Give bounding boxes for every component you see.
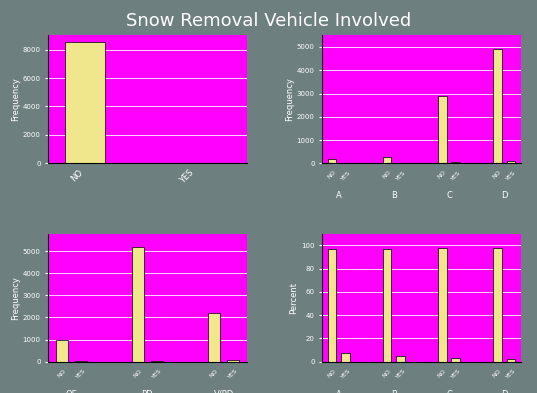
Bar — [208, 313, 220, 362]
Bar — [396, 356, 405, 362]
Text: NO: NO — [437, 368, 447, 378]
Bar — [65, 42, 105, 163]
Text: NO: NO — [133, 368, 143, 378]
Bar — [55, 340, 68, 362]
Text: NO: NO — [382, 170, 392, 180]
Bar — [452, 162, 460, 163]
Text: NO: NO — [492, 170, 503, 180]
Text: D: D — [501, 191, 507, 200]
Text: NO: NO — [209, 368, 219, 378]
Y-axis label: Percent: Percent — [289, 282, 299, 314]
Bar — [438, 96, 447, 163]
Bar — [227, 360, 240, 362]
Text: YES: YES — [151, 368, 163, 380]
Text: A: A — [336, 390, 342, 393]
Text: YES: YES — [450, 170, 462, 182]
Text: B: B — [391, 390, 397, 393]
Text: YES: YES — [340, 170, 352, 182]
Y-axis label: Frequency: Frequency — [11, 77, 20, 121]
Text: A: A — [336, 191, 342, 200]
Bar — [132, 247, 144, 362]
Text: Snow Removal Vehicle Involved: Snow Removal Vehicle Involved — [126, 12, 411, 30]
Text: NO: NO — [326, 170, 337, 180]
Text: PD: PD — [142, 390, 153, 393]
Text: NO: NO — [56, 368, 67, 378]
Text: YES: YES — [75, 368, 86, 380]
Text: NO: NO — [437, 170, 447, 180]
Bar — [151, 361, 163, 362]
Bar — [328, 249, 336, 362]
Text: D: D — [501, 390, 507, 393]
Bar — [452, 358, 460, 362]
Text: OE: OE — [66, 390, 77, 393]
Text: YES: YES — [505, 368, 517, 380]
Text: YES: YES — [450, 368, 462, 380]
Bar — [506, 162, 516, 163]
Bar — [383, 158, 391, 163]
Text: YES: YES — [505, 170, 517, 182]
Text: NO: NO — [326, 368, 337, 378]
Text: YES: YES — [395, 368, 407, 380]
Text: YES: YES — [340, 368, 352, 380]
Y-axis label: Frequency: Frequency — [11, 275, 20, 320]
Bar — [342, 353, 350, 362]
Bar — [75, 361, 87, 362]
Y-axis label: Frequency: Frequency — [285, 77, 294, 121]
Bar — [493, 50, 502, 163]
Text: YES: YES — [227, 368, 239, 380]
Text: B: B — [391, 191, 397, 200]
Bar — [383, 249, 391, 362]
Text: C: C — [446, 191, 452, 200]
Text: YES: YES — [395, 170, 407, 182]
Text: NO: NO — [492, 368, 503, 378]
Bar — [438, 248, 447, 362]
Text: V/PD: V/PD — [214, 390, 234, 393]
Bar — [493, 248, 502, 362]
Text: NO: NO — [382, 368, 392, 378]
Bar — [328, 159, 336, 163]
Text: C: C — [446, 390, 452, 393]
Bar — [506, 359, 516, 362]
